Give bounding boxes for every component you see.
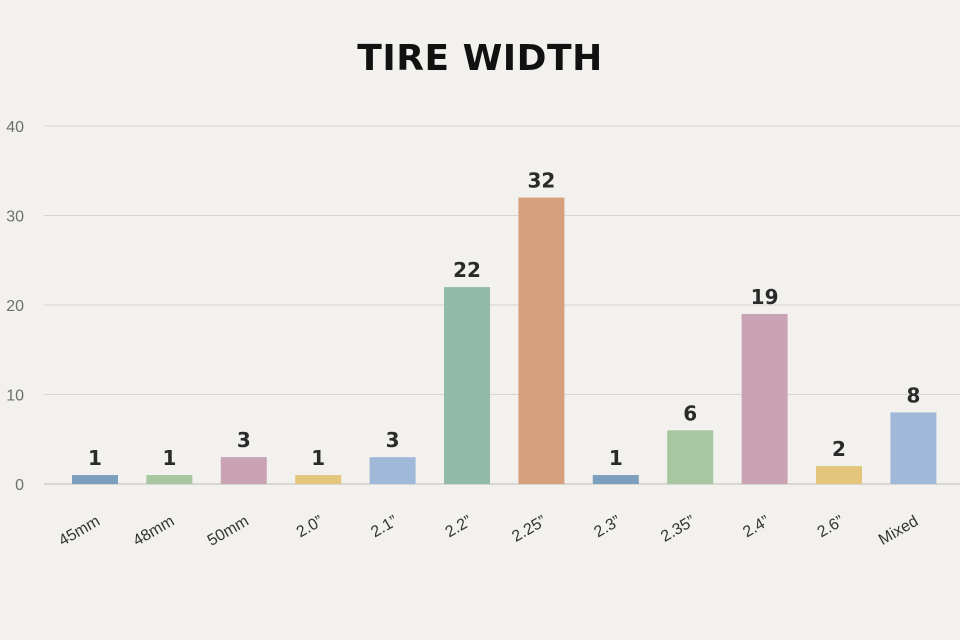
x-tick-label: 2.6”	[815, 513, 847, 542]
x-tick-label: 2.2”	[443, 513, 475, 542]
x-tick-label: 2.3”	[591, 513, 623, 542]
chart-title: TIRE WIDTH	[357, 38, 603, 79]
bar-9	[741, 313, 788, 484]
x-tick-label: 2.35”	[658, 513, 698, 546]
bar-7	[592, 475, 639, 484]
x-tick-label: Mixed	[876, 513, 921, 549]
data-label: 32	[527, 169, 555, 193]
gridlines	[44, 125, 960, 485]
data-label: 1	[162, 446, 176, 470]
x-tick-label: 45mm	[56, 513, 103, 550]
data-label: 22	[453, 258, 481, 282]
bar-10	[816, 466, 862, 484]
bar-3	[295, 475, 342, 484]
y-tick-label: 10	[6, 388, 24, 405]
bars	[72, 197, 937, 484]
data-label: 3	[386, 428, 400, 452]
x-tick-label: 2.25”	[509, 513, 549, 546]
y-axis-ticks: 0 10 20 30 40	[6, 119, 24, 494]
y-tick-label: 40	[6, 119, 24, 136]
bar-1	[146, 475, 193, 484]
data-label: 1	[609, 446, 623, 470]
y-tick-label: 0	[15, 477, 24, 494]
x-tick-label: 2.0”	[294, 513, 326, 542]
data-label: 3	[237, 428, 251, 452]
data-label: 1	[88, 446, 102, 470]
x-tick-label: 50mm	[205, 513, 252, 550]
x-tick-label: 2.1”	[368, 513, 400, 542]
data-label: 2	[832, 437, 846, 461]
x-tick-label: 48mm	[130, 513, 177, 550]
x-tick-label: 2.4”	[740, 513, 772, 542]
bar-0	[72, 475, 118, 484]
data-label: 8	[906, 383, 920, 407]
bar-6	[518, 197, 565, 484]
bar-2	[220, 457, 267, 484]
x-axis-ticks: 45mm 48mm 50mm 2.0” 2.1” 2.2” 2.25” 2.3” 2.35” 2.…	[56, 513, 921, 550]
data-label: 19	[751, 285, 779, 309]
y-tick-label: 20	[6, 298, 24, 315]
data-label: 1	[311, 446, 325, 470]
bar-5	[444, 287, 490, 484]
data-label: 6	[683, 401, 697, 425]
y-tick-label: 30	[6, 209, 24, 226]
bar-11	[890, 412, 937, 484]
bar-4	[369, 457, 416, 484]
data-labels: 1 1 3 1 3 22 32 1 6 19 2 8	[88, 169, 920, 470]
bar-8	[667, 430, 714, 484]
